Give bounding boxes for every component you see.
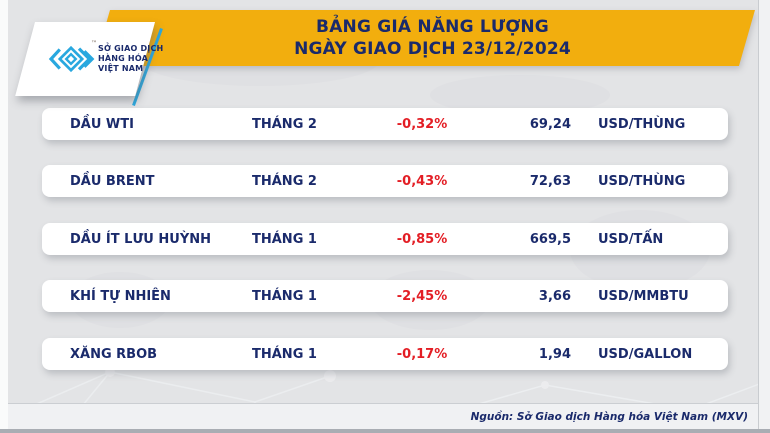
contract-month: THÁNG 2 bbox=[252, 116, 317, 132]
trademark-symbol: ™ bbox=[91, 40, 97, 47]
commodity-name: DẦU WTI bbox=[70, 116, 134, 132]
right-margin bbox=[758, 0, 770, 433]
table-row-dau-it-luu-huynh: DẦU ÍT LƯU HUỲNH THÁNG 1 -0,85% 669,5 US… bbox=[42, 223, 728, 255]
price-value: 3,66 bbox=[538, 288, 571, 304]
table-row-khi-tu-nhien: KHÍ TỰ NHIÊN THÁNG 1 -2,45% 3,66 USD/MMB… bbox=[42, 280, 728, 312]
price-value: 72,63 bbox=[529, 173, 571, 189]
percent-change: -0,17% bbox=[396, 346, 448, 362]
percent-change: -0,85% bbox=[396, 231, 448, 247]
table-row-xang-rbob: XĂNG RBOB THÁNG 1 -0,17% 1,94 USD/GALLON bbox=[42, 338, 728, 370]
org-line-1: SỞ GIAO DỊCH bbox=[98, 44, 164, 53]
contract-month: THÁNG 1 bbox=[252, 346, 317, 362]
org-line-3: VIỆT NAM bbox=[98, 64, 144, 73]
price-value: 69,24 bbox=[529, 116, 571, 132]
mxv-org-name: SỞ GIAO DỊCH HÀNG HÓA VIỆT NAM bbox=[98, 44, 163, 74]
commodity-name: DẦU ÍT LƯU HUỲNH bbox=[70, 231, 212, 247]
page-title: BẢNG GIÁ NĂNG LƯỢNG NGÀY GIAO DỊCH 23/12… bbox=[110, 10, 755, 66]
contract-month: THÁNG 2 bbox=[252, 173, 317, 189]
title-line-2: NGÀY GIAO DỊCH 23/12/2024 bbox=[294, 39, 571, 59]
mxv-logo-card: ™ SỞ GIAO DỊCH HÀNG HÓA VIỆT NAM bbox=[15, 22, 163, 96]
org-line-2: HÀNG HÓA bbox=[98, 54, 149, 63]
mxv-diamond-chevrons-icon: ™ bbox=[47, 40, 97, 75]
table-row-dau-wti: DẦU WTI THÁNG 2 -0,32% 69,24 USD/THÙNG bbox=[42, 108, 728, 140]
price-unit: USD/GALLON bbox=[598, 346, 693, 362]
contract-month: THÁNG 1 bbox=[252, 288, 317, 304]
table-row-dau-brent: DẦU BRENT THÁNG 2 -0,43% 72,63 USD/THÙNG bbox=[42, 165, 728, 197]
price-unit: USD/THÙNG bbox=[598, 116, 686, 132]
price-unit: USD/MMBTU bbox=[598, 288, 689, 304]
commodity-name: KHÍ TỰ NHIÊN bbox=[70, 288, 171, 304]
commodity-name: XĂNG RBOB bbox=[70, 346, 158, 362]
price-unit: USD/TẤN bbox=[598, 231, 664, 247]
mxv-logo: ™ SỞ GIAO DỊCH HÀNG HÓA VIỆT NAM bbox=[35, 22, 165, 96]
title-line-1: BẢNG GIÁ NĂNG LƯỢNG bbox=[316, 17, 549, 37]
percent-change: -0,32% bbox=[396, 116, 448, 132]
price-value: 669,5 bbox=[529, 231, 571, 247]
bottom-edge bbox=[0, 429, 770, 433]
source-credit: Nguồn: Sở Giao dịch Hàng hóa Việt Nam (M… bbox=[470, 411, 748, 423]
price-unit: USD/THÙNG bbox=[598, 173, 686, 189]
price-value: 1,94 bbox=[538, 346, 571, 362]
footer-bar: Nguồn: Sở Giao dịch Hàng hóa Việt Nam (M… bbox=[8, 403, 758, 429]
commodity-name: DẦU BRENT bbox=[70, 173, 155, 189]
percent-change: -2,45% bbox=[396, 288, 448, 304]
left-margin bbox=[0, 0, 8, 433]
contract-month: THÁNG 1 bbox=[252, 231, 317, 247]
percent-change: -0,43% bbox=[396, 173, 448, 189]
